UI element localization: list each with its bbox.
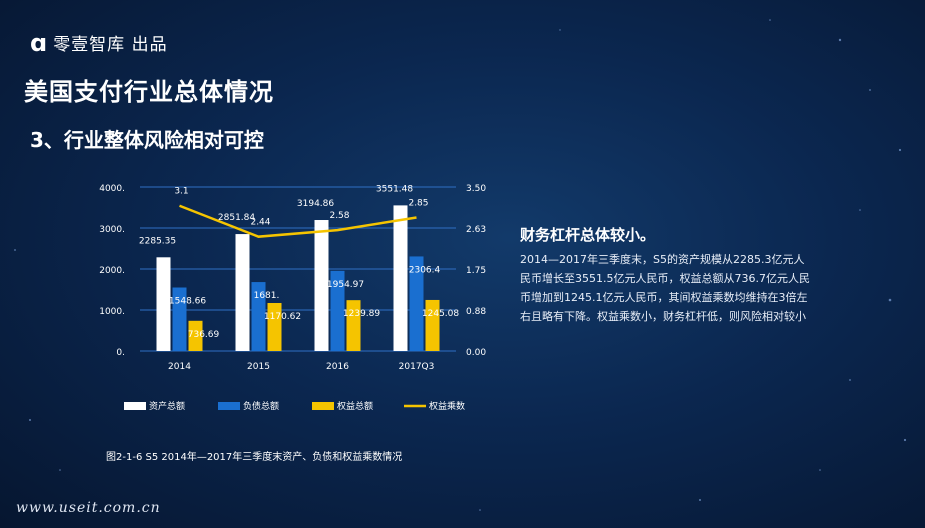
page-subtitle: 3、行业整体风险相对可控 xyxy=(30,128,264,152)
bar-data-label: 3551.48 xyxy=(376,184,413,194)
bar-assets xyxy=(156,257,171,351)
brand-mark-icon: ɑ xyxy=(30,28,48,57)
bar-liabilities xyxy=(330,270,345,351)
line-data-label: 2.58 xyxy=(329,211,349,221)
x-axis-tick: 2014 xyxy=(168,362,191,372)
bar-equity xyxy=(188,320,203,351)
legend-label: 权益总额 xyxy=(337,400,373,412)
bar-data-label: 1239.89 xyxy=(343,309,380,319)
bar-liabilities xyxy=(409,256,424,351)
bar-assets xyxy=(235,234,250,351)
bar-data-label: 1170.62 xyxy=(264,312,301,322)
bar-data-label: 2306.4 xyxy=(409,265,441,275)
right-axis-tick: 2.63 xyxy=(466,225,486,235)
figure-caption: 图2-1-6 S5 2014年—2017年三季度末资产、负债和权益乘数情况 xyxy=(106,452,403,463)
legend-swatch xyxy=(124,402,146,410)
bar-equity xyxy=(267,303,282,351)
line-data-label: 3.1 xyxy=(174,187,188,197)
legend-swatch xyxy=(218,402,240,410)
left-axis-tick: 1000. xyxy=(99,307,125,317)
bar-data-label: 3194.86 xyxy=(297,199,334,209)
x-axis-tick: 2015 xyxy=(247,362,270,372)
left-axis-tick: 3000. xyxy=(99,225,125,235)
bar-data-label: 1245.08 xyxy=(422,309,459,319)
multiplier-line xyxy=(179,204,417,238)
bar-liabilities xyxy=(251,282,266,351)
bar-data-label: 1548.66 xyxy=(169,297,206,307)
bar-liabilities xyxy=(172,287,187,351)
x-axis-tick: 2016 xyxy=(326,362,349,372)
legend-label: 资产总额 xyxy=(149,400,185,412)
line-data-label: 2.44 xyxy=(250,218,270,228)
side-paragraph: 2014—2017年三季度末，S5的资产规模从2285.3亿元人民币增长至355… xyxy=(520,253,810,323)
right-axis-tick: 1.75 xyxy=(466,266,486,276)
bar-assets xyxy=(393,205,408,351)
legend-swatch xyxy=(312,402,334,410)
bar-data-label: 1681. xyxy=(254,291,280,301)
brand-text: 零壹智库 出品 xyxy=(53,35,168,55)
right-axis-tick: 0.00 xyxy=(466,348,486,358)
bar-data-label: 736.69 xyxy=(188,330,220,340)
right-axis-tick: 0.88 xyxy=(466,307,486,317)
footer-url: www.useit.com.cn xyxy=(16,500,161,516)
bar-data-label: 2285.35 xyxy=(139,236,176,246)
left-axis-tick: 4000. xyxy=(99,184,125,194)
page-title: 美国支付行业总体情况 xyxy=(24,78,274,106)
bar-data-label: 2851.84 xyxy=(218,213,255,223)
left-axis-tick: 2000. xyxy=(99,266,125,276)
x-axis-tick: 2017Q3 xyxy=(399,362,435,372)
bar-assets xyxy=(314,220,329,351)
left-axis-tick: 0. xyxy=(116,348,125,358)
legend-label: 权益乘数 xyxy=(429,400,465,412)
legend-label: 负债总额 xyxy=(243,400,279,412)
bar-equity xyxy=(346,300,361,351)
right-axis-tick: 3.50 xyxy=(466,184,486,194)
bar-data-label: 1954.97 xyxy=(327,280,364,290)
side-heading: 财务杠杆总体较小。 xyxy=(520,226,656,244)
bar-equity xyxy=(425,299,440,351)
line-data-label: 2.85 xyxy=(408,198,428,208)
brand-logo: ɑ 零壹智库 出品 xyxy=(30,28,168,57)
